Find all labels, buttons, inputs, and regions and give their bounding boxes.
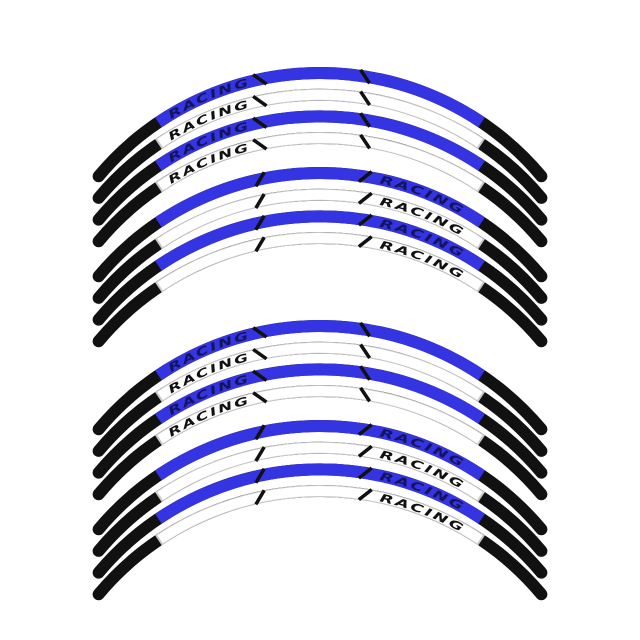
stripe-blue-section (155, 320, 485, 381)
slash-mark (252, 73, 268, 86)
slash-mark (359, 365, 372, 381)
stripe-white-section (157, 442, 483, 501)
slash-mark (357, 191, 373, 205)
stripe-white-section (157, 342, 483, 401)
stripe-white-section (157, 133, 483, 191)
slash-mark (357, 466, 373, 480)
slash-mark (254, 236, 266, 253)
slash-mark (357, 444, 373, 458)
stripe-blue-section (155, 363, 485, 424)
stripe-white-section (157, 89, 483, 148)
slash-mark (254, 446, 266, 462)
slash-mark (254, 424, 266, 441)
stripe-white-section (157, 486, 483, 544)
rim-stripe-blue: RACING (92, 363, 548, 479)
slash-mark (254, 489, 266, 506)
decal-group: RACINGRACINGRACINGRACINGRACINGRACINGRACI… (92, 319, 548, 601)
slash-mark (357, 235, 373, 249)
slash-mark (359, 321, 372, 338)
rim-stripe-white: RACING (92, 384, 548, 501)
rim-stripe-blue: RACING (92, 110, 548, 226)
slash-mark (254, 214, 266, 231)
slash-mark (357, 170, 373, 184)
stripe-blue-section (155, 463, 485, 524)
slash-mark (359, 90, 372, 107)
slash-mark (252, 347, 268, 361)
slash-mark (252, 94, 268, 108)
slash-mark (357, 423, 373, 437)
slash-mark (252, 138, 268, 151)
stripe-blue-section (155, 210, 485, 271)
rim-stripe-white: RACING (92, 131, 548, 248)
stripe-white-section (157, 233, 483, 291)
stripe-white-section (157, 386, 483, 444)
stripe-blue-section (155, 110, 485, 171)
slash-mark (252, 116, 268, 129)
slash-mark (359, 386, 372, 403)
rim-stripe-white: RACING (92, 484, 548, 601)
stripe-blue-section (155, 67, 485, 128)
slash-mark (359, 112, 372, 128)
slash-mark (359, 68, 372, 85)
slash-mark (252, 326, 268, 339)
slash-mark (254, 171, 266, 188)
rim-stripe-blue: RACING (92, 210, 548, 326)
stripe-blue-section (155, 420, 485, 481)
slash-mark (359, 343, 372, 360)
stripe-white-section (157, 189, 483, 248)
slash-mark (359, 133, 372, 150)
slash-mark (254, 467, 266, 484)
slash-mark (254, 193, 266, 209)
rim-stripe-white: RACING (92, 188, 548, 304)
stripe-blue-section (155, 167, 485, 228)
decal-group: RACINGRACINGRACINGRACINGRACINGRACINGRACI… (92, 66, 548, 348)
slash-mark (252, 369, 268, 382)
rim-stripe-blue: RACING (92, 463, 548, 579)
slash-mark (252, 391, 268, 404)
slash-mark (357, 213, 373, 227)
slash-mark (357, 488, 373, 502)
